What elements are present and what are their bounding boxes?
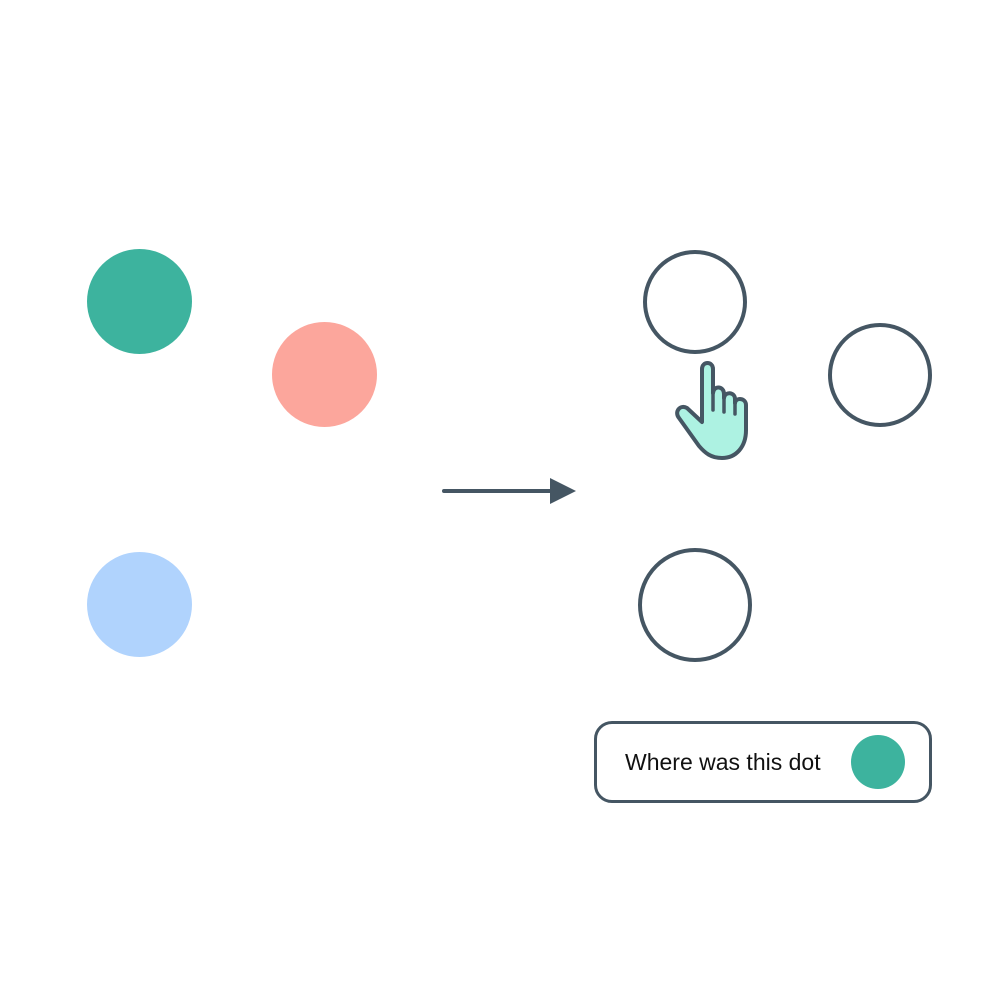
empty-circle-top-left[interactable] [643,250,747,354]
prompt-box: Where was this dot [594,721,932,803]
teal-dot [87,249,192,354]
light-blue-dot [87,552,192,657]
empty-circle-bottom[interactable] [638,548,752,662]
hand-pointer-icon [675,361,748,460]
arrow-right-icon [442,478,576,504]
prompt-text: Where was this dot [625,748,821,775]
empty-circle-top-right[interactable] [828,323,932,427]
prompt-dot [851,735,905,789]
salmon-dot [272,322,377,427]
